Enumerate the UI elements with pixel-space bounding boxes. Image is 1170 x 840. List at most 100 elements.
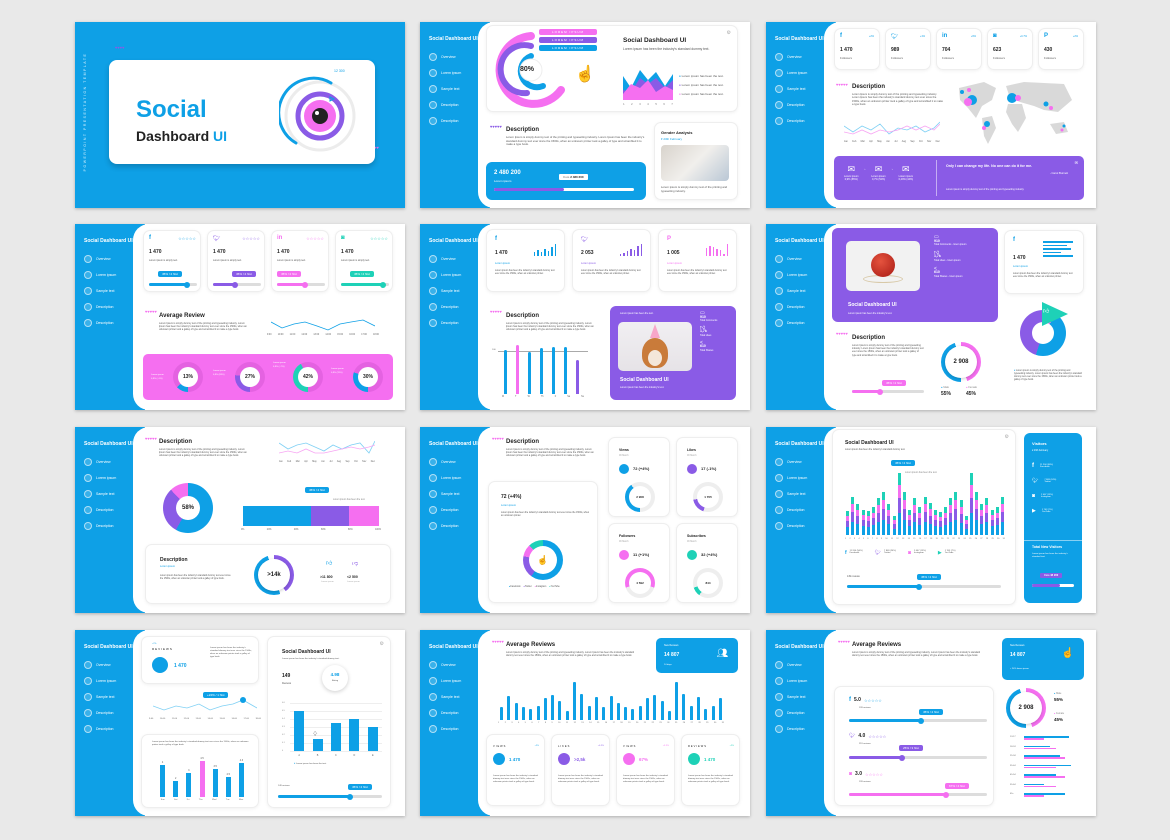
sidebar-item-sample[interactable]: Sample text: [429, 692, 490, 701]
sidebar-item-description[interactable]: Description: [429, 302, 490, 311]
sidebar-item-lorem[interactable]: Lorem ipsum: [775, 473, 836, 482]
sidebar-item-sample[interactable]: Sample text: [429, 489, 490, 498]
sidebar-item-overview[interactable]: Overview: [429, 52, 490, 61]
sidebar-item-description-2[interactable]: Description: [84, 318, 145, 327]
rating-card[interactable]: f ☆☆☆☆☆ 1 470 Lorem ipsum is simply text…: [143, 230, 201, 292]
sidebar-item-description-2[interactable]: Description: [429, 724, 490, 733]
sidebar-item-overview[interactable]: Overview: [429, 660, 490, 669]
sidebar-item-lorem[interactable]: Lorem ipsum: [429, 473, 490, 482]
sidebar-item-lorem[interactable]: Lorem ipsum: [775, 676, 836, 685]
settings-icon[interactable]: ⚙: [379, 641, 384, 647]
sidebar-item-overview[interactable]: Overview: [429, 457, 490, 466]
sidebar-item-overview[interactable]: Overview: [84, 457, 145, 466]
slide-10[interactable]: Social Dashboard UI Overview Lorem ipsum…: [75, 630, 405, 816]
progress-slider[interactable]: [213, 281, 261, 288]
slide-3[interactable]: Social Dashboard UI Overview Lorem ipsum…: [766, 22, 1096, 208]
metric-tile[interactable]: Subscribes 09 March 32 (+4%) 844: [676, 523, 738, 603]
social-card[interactable]: in +6% 704 Followers: [936, 28, 982, 70]
sidebar-item-description[interactable]: Description: [84, 302, 145, 311]
social-card[interactable]: P 1 005 Lorem ipsum Lorem ipsum has been…: [658, 229, 737, 292]
sidebar-item-lorem[interactable]: Lorem ipsum: [84, 676, 145, 685]
sidebar-item-overview[interactable]: Overview: [775, 660, 836, 669]
slide-4[interactable]: Social Dashboard UI Overview Lorem ipsum…: [75, 224, 405, 410]
rating-card[interactable]: in ☆☆☆☆☆ 1 470 Lorem ipsum is simply tex…: [271, 230, 329, 292]
stat-slider[interactable]: [494, 188, 634, 191]
sidebar-item-description[interactable]: Description: [429, 100, 490, 109]
metric-tile[interactable]: REVIEWS +2% 1 470 Lorem ipsum has been t…: [681, 734, 740, 806]
sidebar-item-description-2[interactable]: Description: [84, 724, 145, 733]
sidebar-item-overview[interactable]: Overview: [84, 254, 145, 263]
sidebar-item-lorem[interactable]: Lorem ipsum: [775, 68, 836, 77]
settings-icon[interactable]: ⚙: [726, 30, 731, 36]
sidebar-item-lorem[interactable]: Lorem ipsum: [429, 270, 490, 279]
metric-tile[interactable]: Views 09 March 72 (+4%) 2 908: [608, 437, 670, 517]
social-card[interactable]: f +2% 1 470 Followers: [834, 28, 880, 70]
sidebar-item-lorem[interactable]: Lorem ipsum: [84, 473, 145, 482]
rating-slider[interactable]: [849, 791, 987, 798]
social-card[interactable]: f 1 470 Lorem ipsum Lorem ipsum has been…: [486, 229, 565, 292]
progress-slider[interactable]: [852, 388, 924, 395]
metric-tile[interactable]: VIEWS +3.2% 67% Lorem ipsum has been the…: [616, 734, 675, 806]
sidebar-item-sample[interactable]: Sample text: [775, 286, 836, 295]
progress-slider[interactable]: [149, 281, 197, 288]
sidebar-item-lorem[interactable]: Lorem ipsum: [429, 676, 490, 685]
sidebar-item-description-2[interactable]: Description: [775, 116, 836, 125]
sidebar-item-description[interactable]: Description: [429, 505, 490, 514]
sidebar-item-overview[interactable]: Overview: [775, 254, 836, 263]
social-card[interactable]: 🐦︎ +1% 989 Followers: [885, 28, 931, 70]
rating-slider[interactable]: [849, 717, 987, 724]
sidebar-item-sample[interactable]: Sample text: [775, 84, 836, 93]
slide-2[interactable]: Social Dashboard UI Overview Lorem ipsum…: [420, 22, 750, 208]
sidebar-item-description[interactable]: Description: [84, 505, 145, 514]
sidebar-item-description-2[interactable]: Description: [775, 318, 836, 327]
sidebar-item-lorem[interactable]: Lorem ipsum: [84, 270, 145, 279]
sidebar-item-description[interactable]: Description: [775, 302, 836, 311]
slide-12[interactable]: Social Dashboard UI Overview Lorem ipsum…: [766, 630, 1096, 816]
social-card[interactable]: ◙ +0.7% 623 Followers: [987, 28, 1033, 70]
progress-slider[interactable]: [847, 583, 1001, 590]
sidebar-item-sample[interactable]: Sample text: [429, 84, 490, 93]
slide-11[interactable]: Social Dashboard UI Overview Lorem ipsum…: [420, 630, 750, 816]
settings-icon[interactable]: ⚙: [1004, 434, 1009, 440]
sidebar-item-description[interactable]: Description: [775, 708, 836, 717]
sidebar-item-sample[interactable]: Sample text: [775, 692, 836, 701]
data-slider[interactable]: [1032, 584, 1074, 587]
sidebar-item-overview[interactable]: Overview: [84, 660, 145, 669]
sidebar-item-lorem[interactable]: Lorem ipsum: [429, 68, 490, 77]
sidebar-item-description-2[interactable]: Description: [429, 116, 490, 125]
slide-7[interactable]: Social Dashboard UI Overview Lorem ipsum…: [75, 427, 405, 613]
sidebar-item-sample[interactable]: Sample text: [429, 286, 490, 295]
sidebar-item-lorem[interactable]: Lorem ipsum: [775, 270, 836, 279]
sidebar-item-sample[interactable]: Sample text: [775, 489, 836, 498]
rating-card[interactable]: 🐦︎ ☆☆☆☆☆ 1 470 Lorem ipsum is simply tex…: [207, 230, 265, 292]
sidebar-item-description[interactable]: Description: [775, 505, 836, 514]
sidebar-item-description-2[interactable]: Description: [429, 318, 490, 327]
metric-tile[interactable]: Followers 09 March 11 (+1%) 4 592: [608, 523, 670, 603]
rating-slider[interactable]: [849, 754, 987, 761]
sidebar-item-description-2[interactable]: Description: [84, 521, 145, 530]
metric-tile[interactable]: Likes 09 March 17 (-1%) 1 705: [676, 437, 738, 517]
rating-card[interactable]: ◙ ☆☆☆☆☆ 1 470 Lorem ipsum is simply text…: [335, 230, 393, 292]
sidebar-item-description[interactable]: Description: [775, 100, 836, 109]
slide-9[interactable]: Social Dashboard UI Overview Lorem ipsum…: [766, 427, 1096, 613]
sidebar-item-overview[interactable]: Overview: [775, 457, 836, 466]
social-card[interactable]: 🐦︎ 2 053 Lorem ipsum Lorem ipsum has bee…: [572, 229, 651, 292]
metric-tile[interactable]: VIEWS +2% 1 470 Lorem ipsum has been the…: [486, 734, 545, 806]
sidebar-item-overview[interactable]: Overview: [429, 254, 490, 263]
sidebar-item-description-2[interactable]: Description: [775, 521, 836, 530]
metric-tile[interactable]: LIKES +0.2% >2,5k Lorem ipsum has been t…: [551, 734, 610, 806]
progress-slider[interactable]: [341, 281, 389, 288]
sidebar-item-overview[interactable]: Overview: [775, 52, 836, 61]
sidebar-item-sample[interactable]: Sample text: [84, 286, 145, 295]
sidebar-item-description-2[interactable]: Description: [775, 724, 836, 733]
sidebar-item-description[interactable]: Description: [84, 708, 145, 717]
slide-5[interactable]: Social Dashboard UI Overview Lorem ipsum…: [420, 224, 750, 410]
progress-slider[interactable]: [277, 281, 325, 288]
sidebar-item-sample[interactable]: Sample text: [84, 692, 145, 701]
slide-6[interactable]: Social Dashboard UI Overview Lorem ipsum…: [766, 224, 1096, 410]
sidebar-item-sample[interactable]: Sample text: [84, 489, 145, 498]
sidebar-item-description-2[interactable]: Description: [429, 521, 490, 530]
progress-slider[interactable]: [278, 793, 382, 800]
facebook-card[interactable]: f 1 470 Lorem ipsum Lorem ipsum has been…: [1004, 230, 1084, 294]
sidebar-item-description[interactable]: Description: [429, 708, 490, 717]
